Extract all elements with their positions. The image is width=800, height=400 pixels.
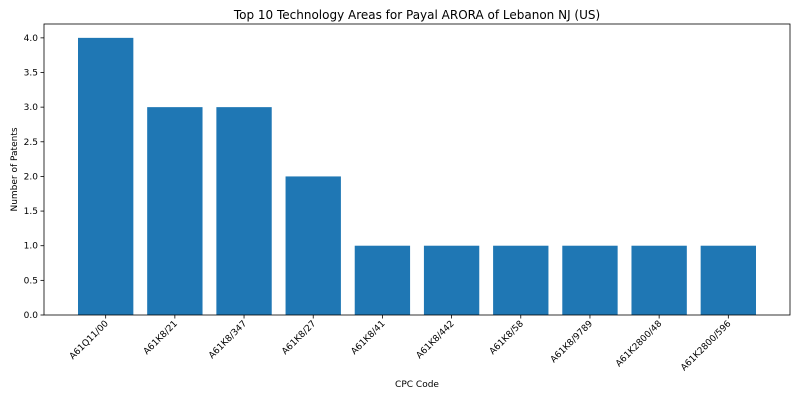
bar-9 — [701, 246, 756, 315]
x-axis: A61Q11/00 A61K8/21 A61K8/347 A61K8/27 A61K8/… — [68, 315, 734, 373]
x-tick-label-3: A61K8/27 — [280, 319, 318, 357]
bar-4 — [355, 246, 410, 315]
x-tick-label-7: A61K8/9789 — [549, 319, 595, 365]
y-tick-label-8: 4.0 — [24, 34, 39, 44]
x-tick-label-0: A61Q11/00 — [68, 319, 111, 362]
y-axis: 0.0 0.5 1.0 1.5 2.0 2.5 3.0 3.5 4.0 — [24, 34, 44, 321]
y-tick-label-0: 0.0 — [24, 311, 39, 321]
y-tick-label-4: 2.0 — [24, 172, 39, 182]
bar-6 — [493, 246, 548, 315]
bar-2 — [216, 107, 271, 315]
bar-5 — [424, 246, 479, 315]
bar-7 — [562, 246, 617, 315]
x-tick-label-1: A61K8/21 — [142, 319, 180, 357]
x-tick-label-6: A61K8/58 — [488, 319, 526, 357]
y-tick-label-3: 1.5 — [24, 207, 38, 217]
y-tick-label-1: 0.5 — [24, 276, 38, 286]
y-tick-label-5: 2.5 — [24, 138, 38, 148]
bar-8 — [631, 246, 686, 315]
y-tick-label-7: 3.5 — [24, 69, 38, 79]
x-tick-label-5: A61K8/442 — [415, 319, 457, 361]
y-tick-label-6: 3.0 — [24, 103, 39, 113]
x-tick-label-9: A61K2800/596 — [679, 319, 733, 373]
bars-group — [78, 38, 756, 315]
x-tick-label-4: A61K8/41 — [350, 319, 388, 357]
x-tick-label-2: A61K8/347 — [207, 319, 249, 361]
y-tick-label-2: 1.0 — [24, 242, 39, 252]
x-tick-label-8: A61K2800/48 — [614, 319, 664, 369]
chart-title: Top 10 Technology Areas for Payal ARORA … — [233, 8, 600, 22]
x-axis-label: CPC Code — [395, 380, 439, 390]
bar-3 — [286, 176, 341, 315]
bar-0 — [78, 38, 133, 315]
bar-1 — [147, 107, 202, 315]
y-axis-label: Number of Patents — [10, 127, 20, 211]
